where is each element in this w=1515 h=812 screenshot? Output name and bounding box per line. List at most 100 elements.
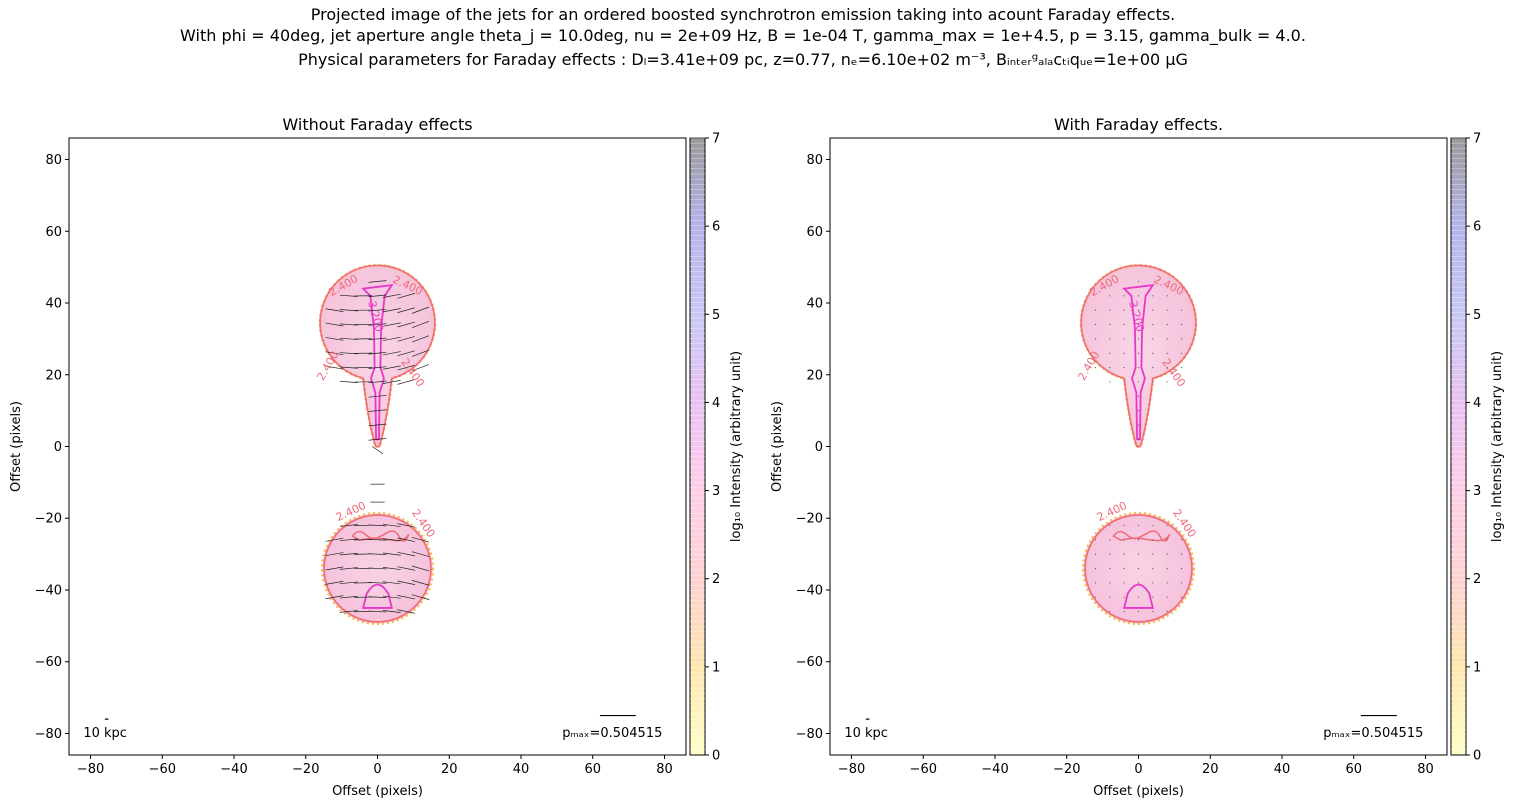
polarization-dot [1181, 597, 1182, 598]
y-tick-label: −40 [35, 583, 62, 598]
colorbar-tick-label: 1 [1473, 660, 1481, 675]
polarization-dot [1152, 338, 1153, 339]
colorbar-tick-label: 3 [712, 484, 720, 499]
x-tick-label: −40 [220, 762, 247, 777]
polarization-dot [1109, 597, 1110, 598]
polarization-dot [1095, 338, 1096, 339]
x-tick-label: −60 [910, 762, 937, 777]
polarization-dot [1124, 554, 1125, 555]
y-tick-label: −80 [796, 727, 823, 742]
colorbar-tick-label: 7 [1473, 132, 1481, 147]
polarization-dot [1109, 525, 1110, 526]
polarization-dot [1167, 310, 1168, 311]
panel-title: Without Faraday effects [282, 115, 472, 134]
y-tick-label: −20 [35, 512, 62, 527]
polarization-dot [1167, 324, 1168, 325]
suptitle-line-2: With phi = 40deg, jet aperture angle the… [180, 26, 1306, 46]
x-tick-label: 40 [1274, 762, 1291, 777]
polarization-dot [1181, 568, 1182, 569]
colorbar-tick-label: 5 [712, 308, 720, 323]
panel-title: With Faraday effects. [1054, 115, 1223, 134]
colorbar-tick-label: 2 [1473, 572, 1481, 587]
polarization-dot [1095, 324, 1096, 325]
polarization-dot [1181, 582, 1182, 583]
polarization-dot [1138, 568, 1139, 569]
colorbar-tick-label: 0 [712, 749, 720, 764]
colorbar-tick-label: 4 [1473, 396, 1481, 411]
polarization-dot [1152, 582, 1153, 583]
colorbar-tick-label: 4 [712, 396, 720, 411]
polarization-dot [1152, 597, 1153, 598]
colorbar-tick-label: 7 [712, 132, 720, 147]
polarization-dot [1167, 295, 1168, 296]
x-tick-label: −40 [981, 762, 1008, 777]
polarization-dot [1152, 324, 1153, 325]
y-tick-label: −20 [796, 512, 823, 527]
polarization-dot [1095, 554, 1096, 555]
colorbar-tick-label: 6 [1473, 220, 1481, 235]
y-tick-label: 80 [45, 153, 62, 168]
polarization-dot [1095, 597, 1096, 598]
x-tick-label: 40 [513, 762, 530, 777]
x-tick-label: 20 [1202, 762, 1219, 777]
x-tick-label: 0 [373, 762, 381, 777]
polarization-dot [1167, 554, 1168, 555]
polarization-dot [1138, 611, 1139, 612]
polarization-dot [1109, 582, 1110, 583]
x-tick-label: 60 [1345, 762, 1362, 777]
polarization-dot [1109, 611, 1110, 612]
colorbar-label: log₁₀ Intensity (arbitrary unit) [729, 351, 744, 542]
polarization-dot [1124, 338, 1125, 339]
x-tick-label: 60 [584, 762, 601, 777]
pmax-label: pₘₐₓ=0.504515 [562, 726, 662, 741]
polarization-dot [1124, 310, 1125, 311]
polarization-dot [1138, 539, 1139, 540]
polarization-dot [1167, 539, 1168, 540]
colorbar-tick-label: 6 [712, 220, 720, 235]
polarization-dot [1109, 554, 1110, 555]
polarization-dot [1124, 324, 1125, 325]
x-tick-label: 80 [656, 762, 673, 777]
polarization-dot [1138, 295, 1139, 296]
polarization-dot [1167, 568, 1168, 569]
y-tick-label: 0 [815, 440, 823, 455]
y-tick-label: 20 [806, 368, 823, 383]
x-axis-label: Offset (pixels) [332, 784, 423, 799]
y-axis-label: Offset (pixels) [9, 401, 24, 492]
polarization-dot [1109, 367, 1110, 368]
y-axis-label: Offset (pixels) [770, 401, 785, 492]
polarization-dot [1138, 367, 1139, 368]
polarization-dot [1167, 381, 1168, 382]
polarization-dot [1167, 597, 1168, 598]
polarization-dot [1124, 367, 1125, 368]
y-tick-label: 40 [45, 297, 62, 312]
y-tick-label: −80 [35, 727, 62, 742]
polarization-dot [1138, 525, 1139, 526]
polarization-dot [1138, 439, 1139, 440]
polarization-dot [1124, 353, 1125, 354]
polarization-dot [1138, 554, 1139, 555]
polarization-dot [1095, 568, 1096, 569]
x-tick-label: −20 [1053, 762, 1080, 777]
polarization-dot [1124, 582, 1125, 583]
polarization-dot [1109, 310, 1110, 311]
polarization-dot [1167, 611, 1168, 612]
y-tick-label: 0 [54, 440, 62, 455]
polarization-dot [1095, 310, 1096, 311]
polarization-dot [1109, 295, 1110, 296]
polarization-dot [1138, 597, 1139, 598]
polarization-dot [1138, 381, 1139, 382]
contour-label: 2.400 [314, 349, 341, 383]
y-tick-label: 40 [806, 297, 823, 312]
polarization-dot [1095, 539, 1096, 540]
x-tick-label: −80 [77, 762, 104, 777]
x-tick-label: −80 [838, 762, 865, 777]
polarization-dot [1167, 338, 1168, 339]
polarization-dot [1152, 525, 1153, 526]
polarization-dot [1109, 539, 1110, 540]
x-tick-label: 20 [441, 762, 458, 777]
polarization-dot [1152, 611, 1153, 612]
